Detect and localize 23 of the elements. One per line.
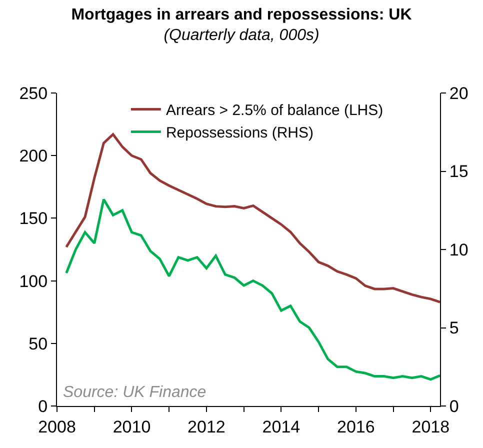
y-tick-label: 250 — [19, 84, 48, 103]
chart-subtitle: (Quarterly data, 000s) — [164, 27, 320, 44]
x-tick-label: 2014 — [262, 417, 300, 436]
y2-tick-label: 0 — [449, 396, 459, 416]
y-tick-label: 100 — [19, 272, 48, 291]
y-tick-label: 0 — [38, 396, 48, 416]
x-tick-label: 2012 — [188, 417, 226, 436]
legend-label: Repossessions (RHS) — [166, 124, 314, 142]
x-tick-label: 2010 — [112, 417, 151, 436]
y2-tick-label: 15 — [449, 162, 468, 182]
legend-label: Arrears > 2.5% of balance (LHS) — [166, 102, 384, 120]
y2-tick-label: 5 — [449, 318, 459, 338]
annotation: Source: UK Finance — [63, 384, 206, 401]
chart-title: Mortgages in arrears and repossessions: UK — [71, 6, 412, 24]
line-series — [65, 198, 440, 381]
y-tick-label: 200 — [19, 146, 48, 166]
y2-tick-label: 20 — [449, 84, 468, 103]
x-tick-label: 2016 — [337, 417, 375, 436]
x-tick-label: 2018 — [412, 417, 450, 436]
y2-tick-label: 10 — [449, 240, 468, 260]
y-tick-label: 150 — [19, 209, 48, 228]
y-tick-label: 50 — [28, 334, 48, 354]
x-tick-label: 2008 — [38, 417, 76, 436]
